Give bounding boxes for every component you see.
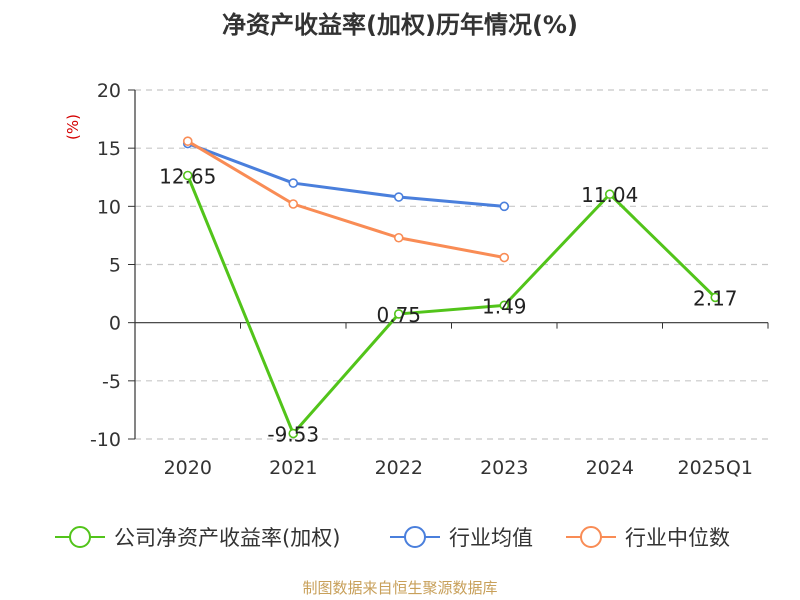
source-note: 制图数据来自恒生聚源数据库 bbox=[302, 579, 497, 597]
legend-marker-3 bbox=[580, 526, 602, 548]
y-tick-label: 15 bbox=[97, 138, 121, 160]
y-tick-label: 0 bbox=[109, 313, 121, 335]
y-tick-label: -5 bbox=[102, 371, 121, 393]
data-label: -9.53 bbox=[267, 423, 319, 447]
data-label: 11.04 bbox=[581, 183, 638, 207]
legend-label-3: 行业中位数 bbox=[625, 526, 730, 550]
series-1-point bbox=[604, 189, 615, 200]
data-label: 12.65 bbox=[159, 165, 216, 189]
x-tick-label: 2022 bbox=[375, 457, 423, 479]
series-line-2 bbox=[187, 142, 505, 208]
series-2-point bbox=[499, 201, 510, 212]
legend-label-1: 公司净资产收益率(加权) bbox=[114, 526, 340, 550]
y-tick-label: 10 bbox=[97, 196, 121, 218]
series-2-point bbox=[288, 178, 299, 188]
x-tick-label: 2023 bbox=[480, 457, 528, 479]
grid-layer bbox=[135, 89, 768, 440]
series-1-point bbox=[499, 300, 510, 311]
data-label: 1.49 bbox=[482, 294, 527, 318]
series-3-point bbox=[182, 136, 193, 146]
series-layer bbox=[182, 136, 721, 439]
series-1-point bbox=[182, 170, 193, 181]
x-tick-label: 2024 bbox=[586, 457, 634, 479]
series-line-3 bbox=[186, 139, 505, 259]
x-tick-label: 2021 bbox=[269, 457, 317, 479]
series-1-point bbox=[393, 309, 404, 319]
series-1-point bbox=[710, 292, 721, 303]
series-3-point bbox=[288, 199, 299, 209]
series-3-point bbox=[393, 232, 404, 243]
data-label: 2.17 bbox=[693, 286, 738, 310]
series-2-point bbox=[393, 192, 404, 202]
series-3-point bbox=[499, 252, 510, 263]
series-1-point bbox=[288, 428, 299, 439]
series-line-1 bbox=[186, 174, 717, 436]
x-tick-label: 2020 bbox=[164, 457, 212, 479]
y-tick-label: -10 bbox=[90, 429, 121, 451]
legend-label-2: 行业均值 bbox=[449, 526, 533, 550]
data-label-layer: 12.65 -9.53 0.75 1.49 11.04 2.17 bbox=[159, 165, 737, 447]
axis-layer: 20 15 10 5 0 -5 -10 2020 2021 2022 2023 2024 2025Q1 bbox=[90, 80, 769, 479]
legend: 公司净资产收益率(加权) 行业均值 行业中位数 bbox=[55, 526, 730, 550]
chart-title: 净资产收益率(加权)历年情况(%) bbox=[222, 11, 578, 39]
data-label: 0.75 bbox=[376, 303, 421, 327]
legend-marker-1 bbox=[69, 526, 91, 548]
y-tick-label: 5 bbox=[109, 255, 121, 277]
legend-marker-2 bbox=[404, 526, 426, 548]
y-tick-label: 20 bbox=[97, 80, 121, 102]
x-tick-label: 2025Q1 bbox=[678, 457, 753, 479]
y-axis-label: (%) bbox=[64, 114, 82, 140]
